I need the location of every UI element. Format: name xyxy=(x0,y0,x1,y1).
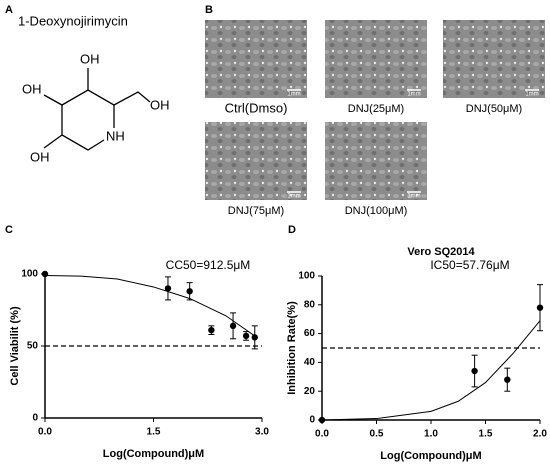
caption: DNJ(100μM) xyxy=(345,205,408,217)
y-tick-label: 0 xyxy=(309,415,315,426)
micrograph xyxy=(205,20,307,98)
y-axis-label: Cell Viabilit (%) xyxy=(9,306,21,386)
panel-label: B xyxy=(205,4,213,16)
micrograph xyxy=(205,122,307,200)
x-tick-label: 0.5 xyxy=(370,429,384,440)
caption: DNJ(75μM) xyxy=(228,205,284,217)
atom: OH xyxy=(22,81,42,96)
fit-curve xyxy=(321,320,541,421)
point xyxy=(186,288,193,295)
point xyxy=(471,367,478,375)
point xyxy=(318,416,326,424)
y-tick-label: 100 xyxy=(21,269,38,280)
micrograph xyxy=(443,20,545,98)
atom: OH xyxy=(150,97,170,112)
point xyxy=(251,334,258,341)
x-tick-label: 1.0 xyxy=(424,429,438,440)
scale-label: 1mm xyxy=(525,92,538,98)
point xyxy=(41,270,49,278)
x-axis-label: Log(Compound)μM xyxy=(103,448,204,460)
x-tick-label: 0.0 xyxy=(38,427,52,438)
y-tick-label: 50 xyxy=(27,341,39,352)
atom: NH xyxy=(106,128,125,143)
caption: Ctrl(Dmso) xyxy=(225,100,288,115)
y-tick-label: 0 xyxy=(32,413,38,424)
panel-label: D xyxy=(288,224,296,236)
caption: DNJ(25μM) xyxy=(348,103,404,115)
point xyxy=(208,326,215,334)
structure xyxy=(43,68,151,151)
chart-title: Vero SQ2014 xyxy=(407,246,475,258)
annotation: IC50=57.76μM xyxy=(430,258,509,272)
panel-label: A xyxy=(5,4,13,16)
y-tick-label: 100 xyxy=(298,271,315,282)
atom: OH xyxy=(80,51,100,66)
point xyxy=(504,376,511,383)
point xyxy=(164,285,172,292)
point xyxy=(242,332,250,340)
y-tick-label: 40 xyxy=(304,357,316,368)
y-axis-label: Inhibition Rate(%) xyxy=(286,301,298,395)
fit-curve xyxy=(44,274,256,337)
atom: OH xyxy=(30,149,50,164)
y-tick-label: 20 xyxy=(304,386,316,397)
x-axis-label: Log(Compound)μM xyxy=(380,450,481,462)
x-tick-label: 0.0 xyxy=(315,429,329,440)
x-tick-label: 2.0 xyxy=(533,429,547,440)
x-tick-label: 1.5 xyxy=(479,429,493,440)
scale-label: 1mm xyxy=(287,194,300,200)
scale-label: 1mm xyxy=(407,194,420,200)
scale-label: 1mm xyxy=(287,92,300,98)
compound-name: 1-Deoxynojirimycin xyxy=(18,13,128,28)
micrograph xyxy=(325,20,427,98)
point xyxy=(229,322,237,330)
annotation: CC50=912.5μM xyxy=(166,258,251,272)
x-tick-label: 1.5 xyxy=(147,427,161,438)
panel-label: C xyxy=(5,224,13,236)
point xyxy=(536,304,544,311)
caption: DNJ(50μM) xyxy=(466,103,522,115)
scale-label: 1mm xyxy=(407,92,420,98)
x-tick-label: 3.0 xyxy=(255,427,269,438)
y-tick-label: 60 xyxy=(304,328,316,339)
micrograph xyxy=(325,122,427,200)
y-tick-label: 80 xyxy=(304,299,316,310)
